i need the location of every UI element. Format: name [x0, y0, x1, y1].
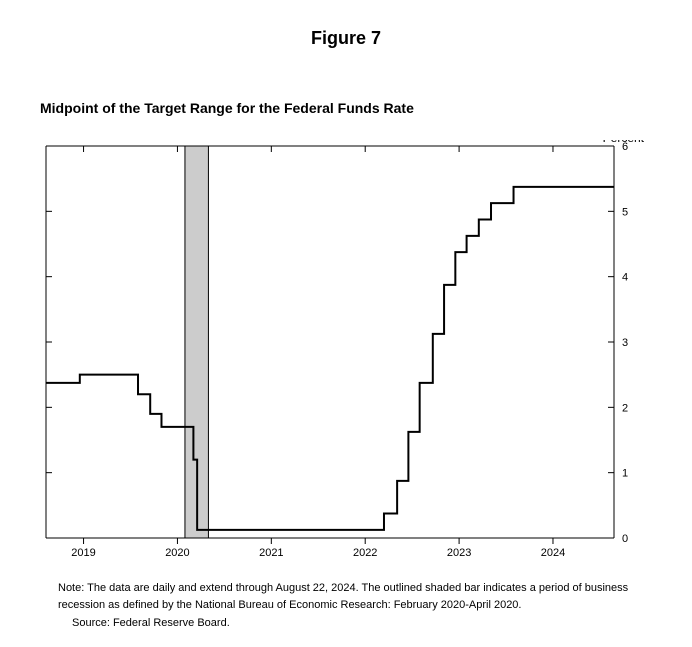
chart-container: 0123456Percent201920202021202220232024: [40, 140, 652, 560]
ytick-label: 5: [622, 206, 628, 218]
ytick-label: 4: [622, 272, 628, 284]
ytick-label: 3: [622, 337, 628, 349]
xtick-label: 2019: [71, 547, 95, 559]
xtick-label: 2020: [165, 547, 189, 559]
ytick-label: 0: [622, 533, 628, 545]
xtick-label: 2022: [353, 547, 377, 559]
chart-notes: Note: The data are daily and extend thro…: [58, 580, 658, 634]
source-line: Source: Federal Reserve Board.: [58, 615, 658, 632]
ytick-label: 1: [622, 468, 628, 480]
note-line: Note: The data are daily and extend thro…: [58, 580, 658, 613]
xtick-label: 2023: [447, 547, 471, 559]
chart-title: Midpoint of the Target Range for the Fed…: [40, 100, 414, 116]
rate-line: [46, 187, 614, 530]
y-unit-label: Percent: [603, 140, 645, 145]
figure-label: Figure 7: [0, 0, 692, 49]
xtick-label: 2024: [541, 547, 565, 559]
chart-svg: 0123456Percent201920202021202220232024: [40, 140, 652, 560]
ytick-label: 2: [622, 402, 628, 414]
xtick-label: 2021: [259, 547, 283, 559]
